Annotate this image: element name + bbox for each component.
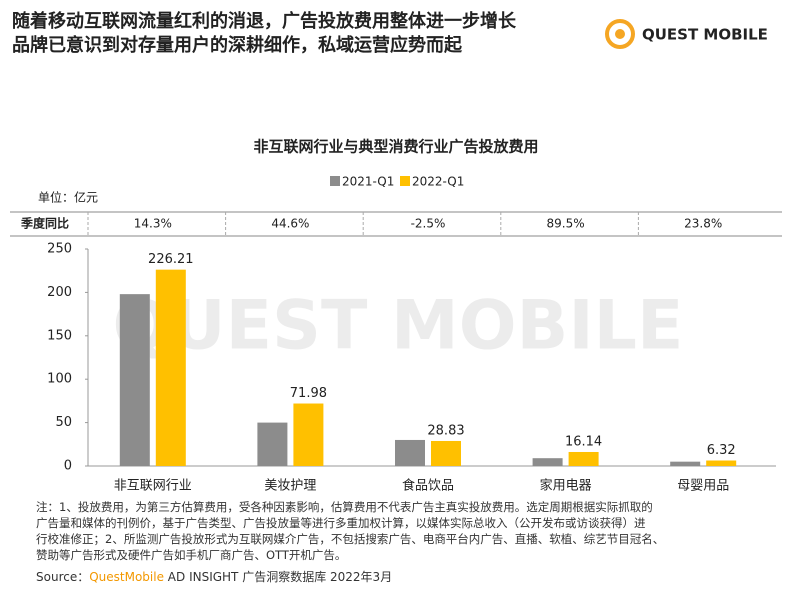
note-line: 广告量和媒体的刊例价，基于广告类型、广告投放量等进行多重加权计算，以媒体实际总收… [36,516,646,530]
title-line: 品牌已意识到对存量用户的深耕细作，私域运营应势而起 [12,34,463,56]
x-tick-label: 食品饮品 [402,478,454,494]
legend-label: 2021-Q1 [342,175,394,189]
y-tick-label: 200 [47,285,72,300]
bar [119,294,150,466]
bar [395,439,425,466]
bar [257,422,288,466]
bar [155,269,186,466]
title-line: 随着移动互联网流量红利的消退，广告投放费用整体进一步增长 [12,10,517,32]
value-label: 28.83 [427,423,464,438]
source-rest: AD INSIGHT 广告洞察数据库 2022年3月 [163,570,393,584]
logo-text: QUEST MOBILE [642,26,768,44]
bar [706,460,737,466]
y-tick-label: 50 [55,415,72,430]
legend-label: 2022-Q1 [412,175,464,189]
legend-swatch [400,176,410,186]
y-tick-label: 150 [47,328,72,343]
bar [532,458,563,466]
y-tick-label: 250 [47,242,72,257]
x-tick-label: 母婴用品 [677,479,729,494]
note-line: 注：1、投放费用，为第三方估算费用，受各种因素影响，估算费用不代表广告主真实投放… [36,500,653,514]
yoy-label: 季度同比 [20,216,69,231]
source-brand: QuestMobile [89,570,164,584]
chart-title: 非互联网行业与典型消费行业广告投放费用 [253,138,538,156]
watermark: QUEST MOBILE [113,287,684,366]
y-tick-label: 0 [64,459,72,474]
yoy-value: 44.6% [271,217,309,231]
unit: 单位：亿元 [38,190,98,205]
x-tick-label: 美妆护理 [264,479,316,494]
yoy-value: 14.3% [134,217,172,231]
bar [670,461,701,466]
x-tick-label: 非互联网行业 [114,479,192,494]
yoy-value: 23.8% [684,217,722,231]
yoy-value: 89.5% [547,217,585,231]
yoy-value: -2.5% [411,217,446,231]
value-label: 226.21 [148,252,194,267]
value-label: 16.14 [565,434,602,449]
source: Source：QuestMobile AD INSIGHT 广告洞察数据库 20… [36,569,786,585]
notes: 注：1、投放费用，为第三方估算费用，受各种因素影响，估算费用不代表广告主真实投放… [36,499,786,585]
bar [568,451,599,466]
logo-icon [605,19,635,49]
note-line: 行校准修正；2、所监测广告投放形式为互联网媒介广告，不包括搜索广告、电商平台内广… [36,532,665,546]
y-tick-label: 100 [47,372,72,387]
legend-swatch [330,176,340,186]
source-prefix: Source： [36,570,90,584]
bar [293,403,324,466]
x-tick-label: 家用电器 [540,478,592,494]
bar [431,440,461,466]
note-line: 赞助等广告形式及硬件广告如手机厂商广告、OTT开机广告。 [36,548,347,562]
value-label: 6.32 [707,443,736,458]
value-label: 71.98 [290,386,327,401]
